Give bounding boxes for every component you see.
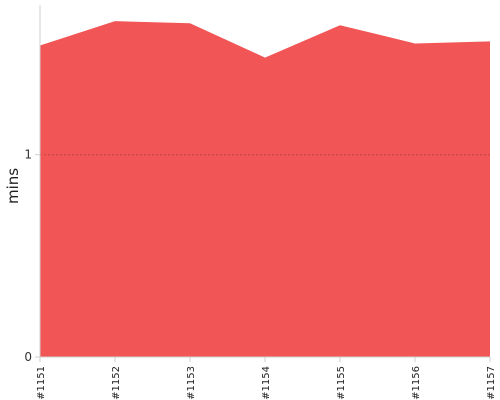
x-tick-label-0: #1151 xyxy=(36,366,47,400)
x-tick-label-3: #1154 xyxy=(261,366,272,400)
x-tick-label-2: #1153 xyxy=(186,366,197,400)
x-tick-label-1: #1152 xyxy=(111,366,122,400)
x-tick-label-4: #1155 xyxy=(336,366,347,400)
y-axis-ticks: 01 xyxy=(24,148,40,364)
x-axis-ticks: #1151 #1152 #1153 #1154 #1155 #1156 #1157 xyxy=(36,357,497,400)
x-tick-label-6: #1157 xyxy=(486,366,497,400)
y-tick-label-0: 0 xyxy=(24,350,32,364)
y-axis-title: mins xyxy=(4,168,22,204)
area-series-fill xyxy=(40,21,490,358)
x-tick-label-5: #1156 xyxy=(411,366,422,400)
y-tick-label-1: 1 xyxy=(24,148,32,162)
plot-area: #1151 #1152 #1153 #1154 #1155 #1156 #1157 01 xyxy=(24,5,497,400)
